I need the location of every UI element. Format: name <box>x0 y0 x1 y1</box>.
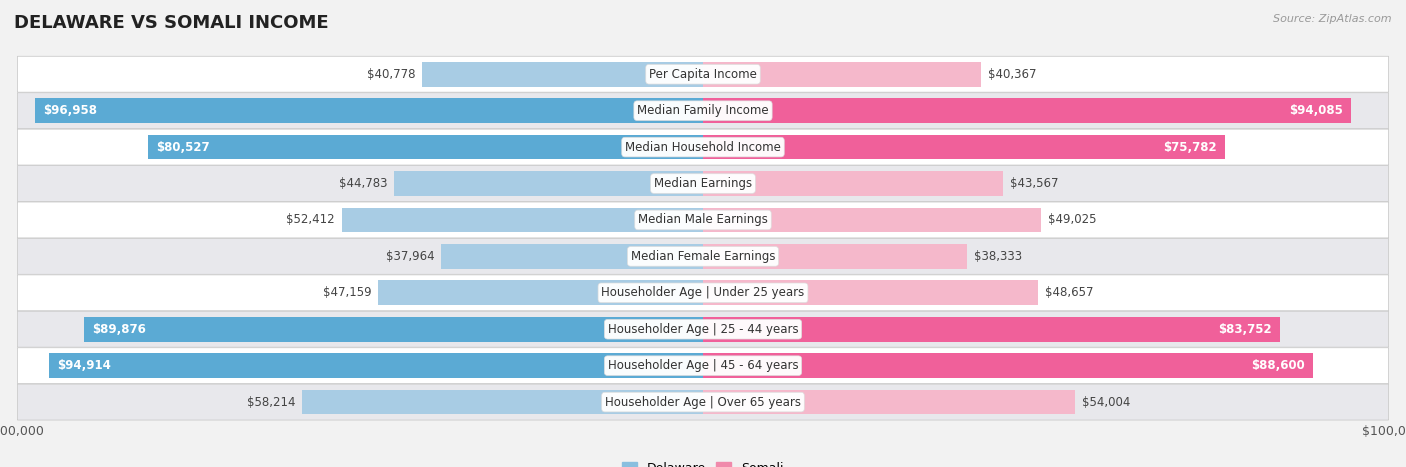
Text: $83,752: $83,752 <box>1218 323 1272 336</box>
Bar <box>84 317 703 342</box>
Text: $43,567: $43,567 <box>1010 177 1059 190</box>
Bar <box>703 244 967 269</box>
FancyBboxPatch shape <box>17 202 1389 238</box>
Text: $75,782: $75,782 <box>1163 141 1216 154</box>
Text: Householder Age | Over 65 years: Householder Age | Over 65 years <box>605 396 801 409</box>
FancyBboxPatch shape <box>17 311 1389 347</box>
FancyBboxPatch shape <box>17 275 1389 311</box>
Text: $94,085: $94,085 <box>1289 104 1343 117</box>
Text: Median Earnings: Median Earnings <box>654 177 752 190</box>
Text: Median Male Earnings: Median Male Earnings <box>638 213 768 226</box>
Bar <box>441 244 703 269</box>
Text: Median Female Earnings: Median Female Earnings <box>631 250 775 263</box>
Bar <box>703 280 1038 305</box>
Bar <box>703 207 1040 233</box>
Bar <box>395 171 703 196</box>
FancyBboxPatch shape <box>17 384 1389 420</box>
Text: $58,214: $58,214 <box>246 396 295 409</box>
Text: Householder Age | 45 - 64 years: Householder Age | 45 - 64 years <box>607 359 799 372</box>
Text: $47,159: $47,159 <box>322 286 371 299</box>
Text: $37,964: $37,964 <box>385 250 434 263</box>
Text: Median Family Income: Median Family Income <box>637 104 769 117</box>
Bar <box>703 171 1002 196</box>
FancyBboxPatch shape <box>17 57 1389 92</box>
Text: Per Capita Income: Per Capita Income <box>650 68 756 81</box>
Bar <box>703 98 1351 123</box>
Bar <box>703 317 1279 342</box>
Legend: Delaware, Somali: Delaware, Somali <box>617 457 789 467</box>
Bar <box>378 280 703 305</box>
Text: $38,333: $38,333 <box>974 250 1022 263</box>
Bar <box>35 98 703 123</box>
Text: $52,412: $52,412 <box>287 213 335 226</box>
Text: Householder Age | Under 25 years: Householder Age | Under 25 years <box>602 286 804 299</box>
Bar <box>703 134 1225 160</box>
Text: $94,914: $94,914 <box>58 359 111 372</box>
FancyBboxPatch shape <box>17 166 1389 201</box>
Bar <box>703 389 1076 415</box>
Text: Householder Age | 25 - 44 years: Householder Age | 25 - 44 years <box>607 323 799 336</box>
Bar <box>703 353 1313 378</box>
Text: $89,876: $89,876 <box>91 323 146 336</box>
Text: Source: ZipAtlas.com: Source: ZipAtlas.com <box>1274 14 1392 24</box>
Text: $54,004: $54,004 <box>1083 396 1130 409</box>
Text: $44,783: $44,783 <box>339 177 388 190</box>
Text: $96,958: $96,958 <box>44 104 97 117</box>
FancyBboxPatch shape <box>17 93 1389 128</box>
Text: $80,527: $80,527 <box>156 141 209 154</box>
Bar <box>49 353 703 378</box>
Bar <box>703 62 981 87</box>
Text: $40,367: $40,367 <box>988 68 1036 81</box>
Bar <box>148 134 703 160</box>
Text: $40,778: $40,778 <box>367 68 415 81</box>
Text: DELAWARE VS SOMALI INCOME: DELAWARE VS SOMALI INCOME <box>14 14 329 32</box>
FancyBboxPatch shape <box>17 348 1389 383</box>
Text: $48,657: $48,657 <box>1045 286 1094 299</box>
Bar <box>422 62 703 87</box>
Text: $88,600: $88,600 <box>1251 359 1305 372</box>
FancyBboxPatch shape <box>17 239 1389 274</box>
Bar <box>342 207 703 233</box>
FancyBboxPatch shape <box>17 129 1389 165</box>
Text: Median Household Income: Median Household Income <box>626 141 780 154</box>
Text: $49,025: $49,025 <box>1047 213 1097 226</box>
Bar <box>302 389 703 415</box>
